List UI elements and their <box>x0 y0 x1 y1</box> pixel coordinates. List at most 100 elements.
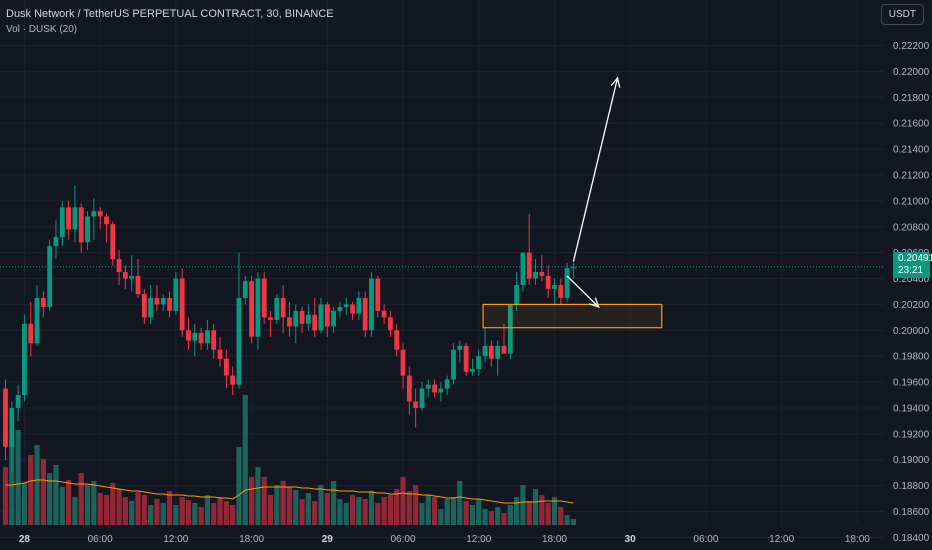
candle-body <box>369 278 374 331</box>
volume-bar <box>520 485 526 525</box>
candle-body <box>362 297 368 331</box>
time-tick-label: 06:00 <box>693 534 718 545</box>
volume-bar <box>457 481 463 525</box>
volume-bar <box>324 493 330 525</box>
volume-bar <box>217 497 223 525</box>
candle-body <box>3 388 8 447</box>
time-axis[interactable]: 28 06:00 12:00 18:00 29 06:00 12:00 18:00 30 06:0… <box>19 534 870 545</box>
volume-bar <box>255 467 261 525</box>
candle-body <box>255 278 261 337</box>
candle-body <box>394 330 400 350</box>
candle-body <box>287 317 292 327</box>
time-tick-label: 06:00 <box>88 534 113 545</box>
symbol-title[interactable]: Dusk Network / TetherUS PERPETUAL CONTRA… <box>6 8 334 20</box>
candle-body <box>59 207 65 238</box>
candle-body <box>558 285 564 298</box>
volume-bar <box>179 497 185 525</box>
candle-body <box>192 332 198 341</box>
volume-bar <box>166 491 173 525</box>
volume-bar <box>160 503 166 525</box>
volume-bar <box>135 492 141 525</box>
volume-bar <box>419 503 425 525</box>
volume-bar <box>450 497 457 525</box>
volume-bar <box>116 489 122 525</box>
currency-button[interactable]: USDT <box>880 4 924 25</box>
volume-bar <box>469 505 476 525</box>
volume-bar <box>564 515 570 525</box>
volume-bar <box>394 489 400 525</box>
candle-body <box>526 252 532 279</box>
volume-bar <box>318 485 324 525</box>
volume-indicator-label[interactable]: Vol · DUSK (20) <box>6 24 78 35</box>
candle-body <box>514 285 520 305</box>
candle-body <box>533 272 538 279</box>
candle-body <box>432 384 437 393</box>
volume-bar <box>97 493 103 525</box>
volume-bar <box>532 489 539 525</box>
candle-body <box>388 317 393 331</box>
volume-bar <box>59 487 65 525</box>
volume-bar <box>431 497 438 525</box>
candle-body <box>129 275 135 279</box>
candle-body <box>40 297 46 308</box>
candle-body <box>249 281 254 337</box>
candle-body <box>350 304 355 314</box>
volume-bar <box>211 503 217 525</box>
candle-body <box>211 330 217 350</box>
candle-body <box>66 207 71 230</box>
volume-bar <box>558 507 564 525</box>
candle-body <box>343 304 349 308</box>
volume-bar <box>368 491 375 525</box>
candle-body <box>425 384 431 389</box>
volume-bar <box>413 485 419 525</box>
candle-body <box>34 297 40 344</box>
candle-body <box>173 278 179 311</box>
volume-bar <box>488 511 494 525</box>
volume-bar <box>15 430 21 525</box>
volume-bar <box>280 481 286 525</box>
candle-body <box>539 272 545 276</box>
price-tick-label: 0.21800 <box>893 93 930 104</box>
candle-body <box>242 281 248 298</box>
volume-bar <box>501 513 507 525</box>
volume-bar <box>129 501 135 525</box>
candle-body <box>476 356 482 370</box>
price-tick-label: 0.18800 <box>893 481 930 492</box>
volume-bar <box>293 490 299 525</box>
volume-bar <box>103 495 110 525</box>
volume-bar <box>400 477 406 525</box>
candle-body <box>413 401 419 408</box>
time-tick-label: 06:00 <box>391 534 416 545</box>
price-axis[interactable]: 0.18400 0.18600 0.18800 0.19000 0.19200 0.194… <box>893 41 930 544</box>
drawings[interactable] <box>482 76 663 329</box>
volume-bar <box>72 497 78 525</box>
chart-legend: Dusk Network / TetherUS PERPETUAL CONTRA… <box>6 7 334 37</box>
time-tick-label: 12:00 <box>466 534 491 545</box>
volume-bar <box>331 481 337 525</box>
volume-bar <box>362 499 368 525</box>
candle-body <box>15 395 21 408</box>
volume-bar <box>381 497 387 525</box>
grid-lines <box>0 0 884 538</box>
volume-bar <box>261 477 267 525</box>
candle-body <box>419 388 425 408</box>
candle-body <box>400 349 406 376</box>
candle-body <box>78 207 84 243</box>
volume-bar <box>438 509 444 525</box>
candle-body <box>482 345 488 357</box>
candle-body <box>406 375 412 402</box>
candle-body <box>186 330 191 341</box>
candle-body <box>268 317 273 320</box>
price-tick-label: 0.21600 <box>893 119 930 130</box>
last-price-value: 0.20491 <box>898 253 932 264</box>
candle-body <box>545 275 551 289</box>
volume-bar <box>28 455 34 525</box>
volume-bar <box>337 499 343 525</box>
candle-body <box>507 304 513 354</box>
volume-pane <box>2 395 576 525</box>
volume-bar <box>40 459 46 525</box>
price-tick-label: 0.22200 <box>893 41 930 52</box>
volume-bar <box>551 497 558 525</box>
price-tick-label: 0.20200 <box>893 300 930 311</box>
